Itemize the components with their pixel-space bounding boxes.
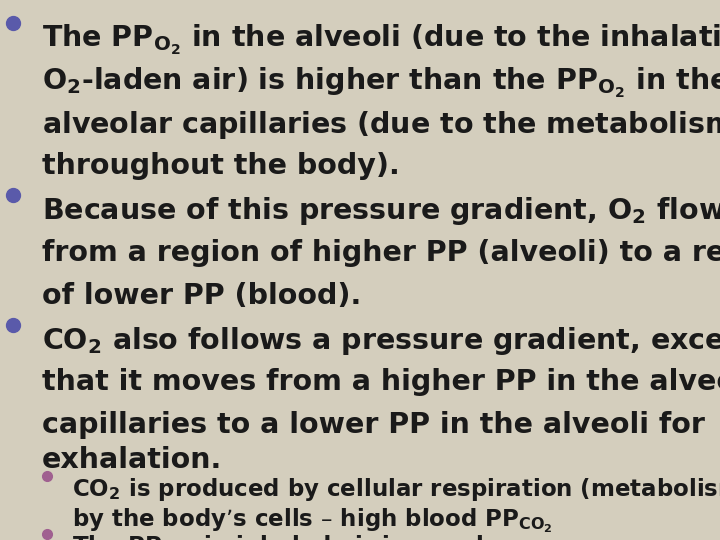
Text: of lower PP (blood).: of lower PP (blood). [42, 282, 361, 310]
Text: The $\mathregular{PP_{O_2}}$ in the alveoli (due to the inhalation of: The $\mathregular{PP_{O_2}}$ in the alve… [42, 23, 720, 57]
Text: exhalation.: exhalation. [42, 446, 222, 474]
Text: from a region of higher PP (alveoli) to a region: from a region of higher PP (alveoli) to … [42, 239, 720, 267]
Text: Because of this pressure gradient, $\mathregular{O_2}$ flows: Because of this pressure gradient, $\mat… [42, 195, 720, 227]
Text: alveolar capillaries (due to the metabolism of $\mathregular{O_2}$: alveolar capillaries (due to the metabol… [42, 109, 720, 141]
Text: by the body’s cells – high blood $\mathregular{PP_{CO_2}}$: by the body’s cells – high blood $\mathr… [72, 506, 553, 535]
Text: throughout the body).: throughout the body). [42, 152, 400, 180]
Text: that it moves from a higher PP in the alveolar: that it moves from a higher PP in the al… [42, 368, 720, 396]
Text: capillaries to a lower PP in the alveoli for: capillaries to a lower PP in the alveoli… [42, 411, 705, 440]
Text: The $\mathregular{PP_{CO_2}}$ in inhaled air is very low.: The $\mathregular{PP_{CO_2}}$ in inhaled… [72, 534, 528, 540]
Text: $\mathregular{CO_2}$ also follows a pressure gradient, except: $\mathregular{CO_2}$ also follows a pres… [42, 325, 720, 357]
Text: $\mathregular{O_2}$-laden air) is higher than the $\mathregular{PP_{O_2}}$ in th: $\mathregular{O_2}$-laden air) is higher… [42, 66, 720, 100]
Text: $\mathregular{CO_2}$ is produced by cellular respiration (metabolism): $\mathregular{CO_2}$ is produced by cell… [72, 476, 720, 503]
